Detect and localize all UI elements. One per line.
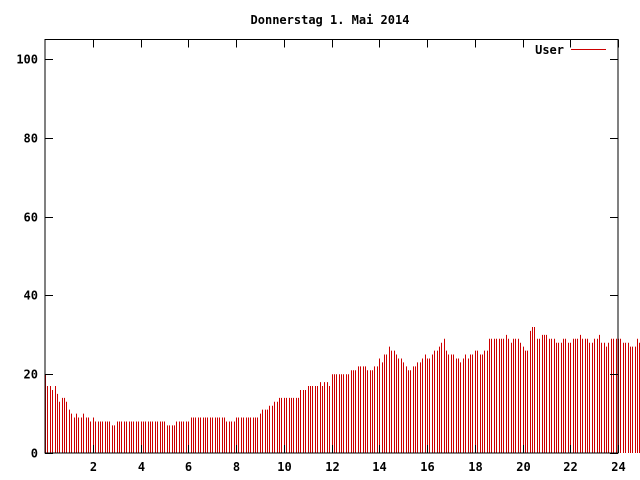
x-tick-label: 24 — [611, 460, 625, 474]
y-tick-label: 80 — [24, 132, 38, 146]
x-tick-label: 2 — [90, 460, 97, 474]
chart-title: Donnerstag 1. Mai 2014 — [251, 13, 410, 27]
x-tick-label: 8 — [233, 460, 240, 474]
x-tick-label: 4 — [138, 460, 145, 474]
legend: User — [535, 43, 606, 57]
y-tick-label: 100 — [16, 53, 38, 67]
x-tick-label: 22 — [563, 460, 577, 474]
x-tick-label: 18 — [468, 460, 482, 474]
x-axis: 2 4 6 8 10 12 14 16 18 20 22 24 — [90, 39, 626, 474]
y-tick-label: 40 — [24, 289, 38, 303]
x-tick-label: 10 — [277, 460, 291, 474]
x-tick-label: 20 — [516, 460, 530, 474]
x-tick-label: 16 — [420, 460, 434, 474]
plot-frame — [44, 39, 619, 454]
legend-label-user: User — [535, 43, 564, 57]
y-tick-label: 0 — [31, 447, 38, 461]
y-tick-label: 20 — [24, 368, 38, 382]
series-user-bars — [45, 326, 640, 453]
x-tick-label: 12 — [325, 460, 339, 474]
x-tick-label: 14 — [372, 460, 386, 474]
x-tick-label: 6 — [185, 460, 192, 474]
y-tick-label: 60 — [24, 211, 38, 225]
